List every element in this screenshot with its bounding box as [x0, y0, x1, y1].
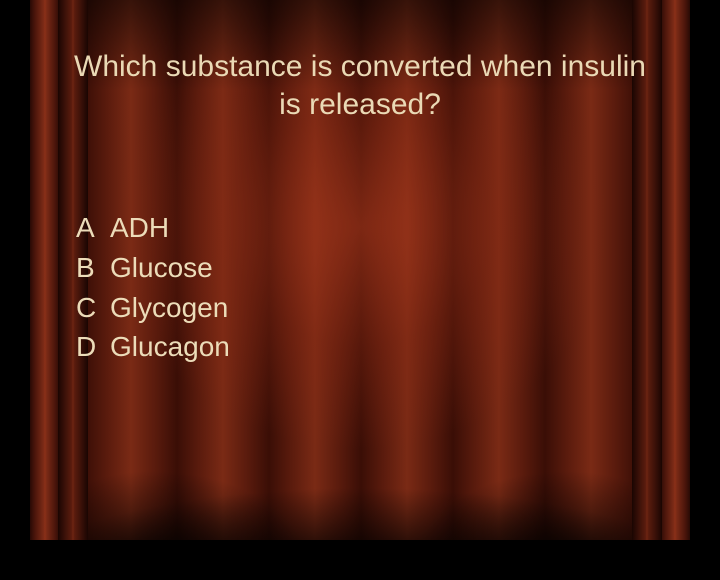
slide-content: Which substance is converted when insuli… — [0, 0, 720, 540]
answer-letter: D — [76, 327, 110, 367]
answer-letter: B — [76, 248, 110, 288]
answer-text: ADH — [110, 208, 169, 248]
answer-text: Glucagon — [110, 327, 230, 367]
answer-option: A ADH — [76, 208, 230, 248]
answer-text: Glycogen — [110, 288, 228, 328]
answer-option: C Glycogen — [76, 288, 230, 328]
answer-option: D Glucagon — [76, 327, 230, 367]
question-text: Which substance is converted when insuli… — [0, 48, 720, 125]
answer-text: Glucose — [110, 248, 213, 288]
answer-list: A ADH B Glucose C Glycogen D Glucagon — [76, 208, 230, 367]
answer-option: B Glucose — [76, 248, 230, 288]
answer-letter: C — [76, 288, 110, 328]
answer-letter: A — [76, 208, 110, 248]
